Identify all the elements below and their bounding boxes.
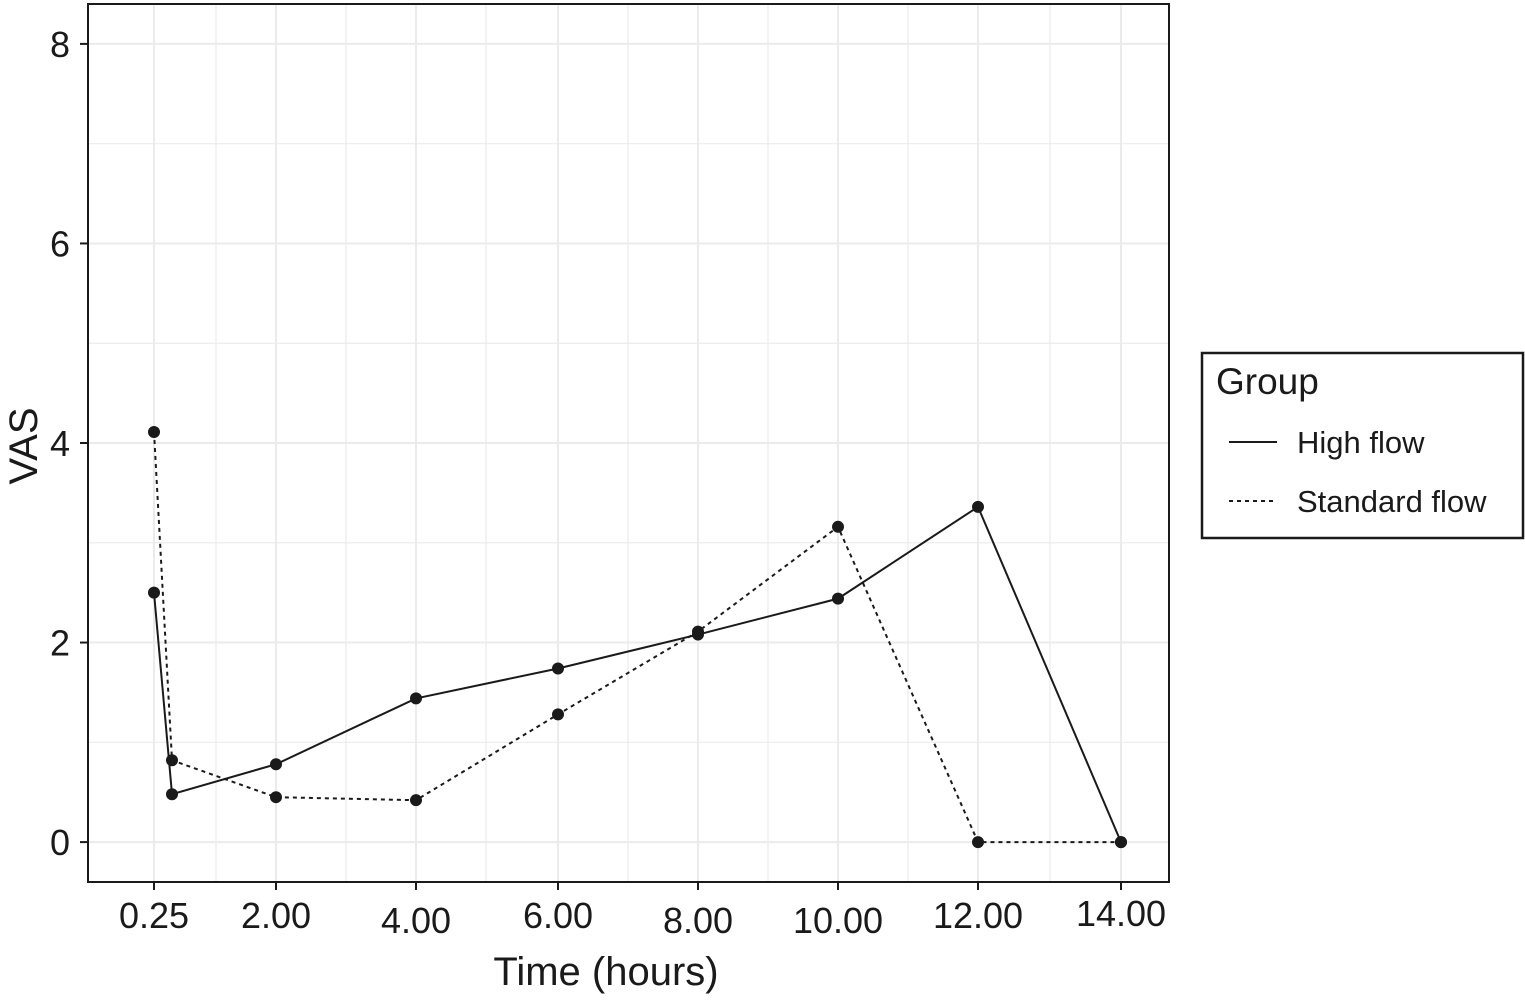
data-point-standard-flow <box>972 836 984 849</box>
y-tick-label: 4 <box>50 423 70 464</box>
x-tick-label: 10.00 <box>793 900 883 941</box>
data-point-high-flow <box>410 692 422 705</box>
data-point-standard-flow <box>166 754 178 767</box>
data-point-standard-flow <box>270 791 282 804</box>
data-point-standard-flow <box>148 426 160 439</box>
x-tick-label: 2.00 <box>241 895 311 936</box>
data-point-high-flow <box>270 758 282 771</box>
legend-label-standard-flow: Standard flow <box>1297 484 1487 519</box>
data-point-high-flow <box>552 662 564 675</box>
x-tick-label: 4.00 <box>381 900 451 941</box>
legend-title: Group <box>1216 361 1319 402</box>
x-axis-title: Time (hours) <box>493 950 718 994</box>
y-tick-label: 8 <box>50 24 70 65</box>
x-axis: 0.25 2.00 4.00 6.00 8.00 10.00 12.00 14.00 <box>119 882 1166 941</box>
data-point-standard-flow <box>832 520 844 533</box>
data-point-high-flow <box>166 788 178 801</box>
x-tick-label: 8.00 <box>663 900 733 941</box>
data-point-standard-flow <box>692 625 704 638</box>
grid-lines <box>88 4 1169 882</box>
y-tick-label: 2 <box>50 623 70 664</box>
data-point-high-flow <box>832 592 844 605</box>
x-tick-label: 12.00 <box>933 895 1023 936</box>
legend-label-high-flow: High flow <box>1297 425 1425 460</box>
series-layer <box>148 426 1127 849</box>
legend: Group High flow Standard flow <box>1200 351 1525 540</box>
legend-box <box>1200 351 1525 540</box>
y-tick-label: 0 <box>50 822 70 863</box>
x-tick-label: 6.00 <box>523 895 593 936</box>
data-point-standard-flow <box>552 708 564 721</box>
data-point-standard-flow <box>1115 836 1127 849</box>
x-tick-label: 14.00 <box>1076 893 1166 934</box>
x-tick-label: 0.25 <box>119 895 189 936</box>
y-axis: 0 2 4 6 8 <box>50 24 88 863</box>
data-point-high-flow <box>148 586 160 599</box>
data-point-standard-flow <box>410 794 422 807</box>
y-axis-title: VAS <box>2 407 46 484</box>
y-tick-label: 6 <box>50 223 70 264</box>
data-point-high-flow <box>972 500 984 513</box>
